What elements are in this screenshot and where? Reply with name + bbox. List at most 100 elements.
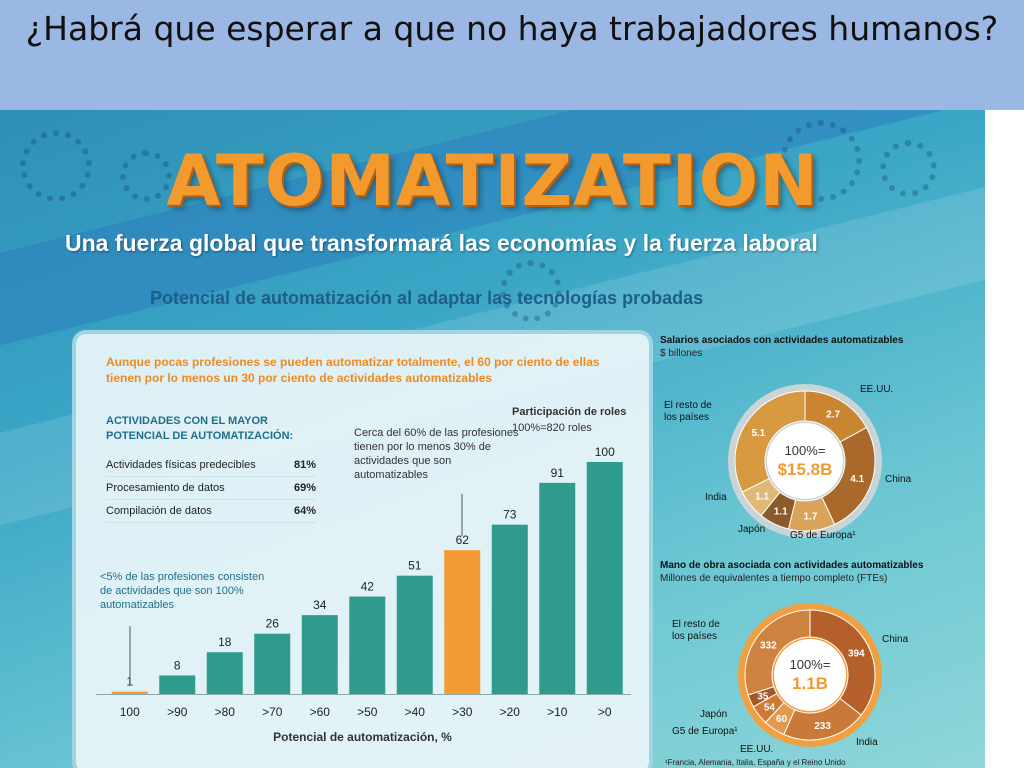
activity-label: Actividades físicas predecibles — [106, 459, 256, 471]
bar-value-label: 34 — [313, 598, 327, 612]
salarios-title: Salarios asociados con actividades autom… — [660, 335, 904, 346]
activity-row: Actividades físicas predecibles 81% — [106, 454, 316, 477]
salarios-label: G5 de Europa¹ — [790, 530, 856, 541]
salarios-block: Salarios asociados con actividades autom… — [660, 334, 980, 541]
bar — [349, 596, 386, 694]
bar-value-label: 91 — [551, 466, 565, 480]
mano-label: G5 de Europa¹ — [672, 726, 738, 737]
bar — [396, 575, 433, 694]
salarios-donut: 2.7 4.1 1.7 1.1 1.1 5.1 100%= $15.8B — [728, 384, 882, 538]
donut-center-label: 100%= — [790, 657, 831, 672]
bar — [206, 652, 243, 694]
mano-label: India — [856, 737, 878, 748]
slice-value-label: 2.7 — [826, 410, 840, 421]
gear-icon — [120, 150, 172, 202]
brand-title: ATOMATIZATION — [166, 140, 819, 222]
title-bar — [0, 0, 1024, 110]
bar-value-label: 42 — [361, 580, 375, 594]
x-tick-label: >70 — [262, 705, 283, 719]
slice-value-label: 1.1 — [755, 491, 769, 502]
salarios-unit: $ billones — [660, 348, 703, 359]
x-tick-label: >20 — [500, 705, 521, 719]
slice-value-label: 35 — [757, 692, 769, 703]
infographic-subheading: Potencial de automatización al adaptar l… — [150, 288, 704, 308]
activity-row: Compilación de datos 64% — [106, 500, 316, 523]
bar — [491, 524, 528, 694]
slice-value-label: 5.1 — [751, 428, 765, 439]
low-automation-note: <5% de las profesiones consisten de acti… — [100, 571, 265, 611]
slice-value-label: 1.7 — [804, 512, 818, 523]
bar — [539, 482, 576, 694]
slide-title: ¿Habrá que esperar a que no haya trabaja… — [25, 9, 999, 48]
donut-slice — [809, 609, 876, 716]
mano-label: EE.UU. — [740, 744, 774, 755]
donut-center — [767, 423, 843, 499]
mano-label: China — [882, 634, 909, 645]
x-tick-label: >90 — [167, 705, 188, 719]
activity-row: Procesamiento de datos 69% — [106, 477, 316, 500]
infographic-subtitle: Una fuerza global que transformará las e… — [65, 230, 818, 256]
bar-value-label: 62 — [456, 533, 470, 547]
bar-value-label: 100 — [595, 445, 615, 459]
bar-value-label: 8 — [174, 658, 181, 672]
mano-label: El resto de los países — [672, 619, 720, 642]
x-tick-label: >50 — [357, 705, 378, 719]
roles-title: Participación de roles — [512, 406, 627, 418]
slice-value-label: 54 — [764, 703, 776, 714]
donut-center-value: $15.8B — [778, 460, 833, 479]
donut-center-value: 1.1B — [792, 674, 828, 693]
infographic-image: ATOMATIZATION Una fuerza global que tran… — [0, 110, 985, 768]
mano-label: Japón — [700, 709, 728, 720]
x-tick-label: >80 — [215, 705, 236, 719]
bar — [159, 675, 196, 694]
salarios-label: Japón — [738, 524, 766, 535]
donut-center — [774, 639, 846, 711]
donut-slice — [744, 609, 811, 696]
intro-text: Aunque pocas profesiones se pueden autom… — [106, 355, 600, 385]
slice-value-label: 332 — [760, 641, 777, 652]
slice-value-label: 60 — [776, 714, 788, 725]
mano-block: Mano de obra asociada con actividades au… — [660, 559, 980, 755]
x-tick-label: >30 — [452, 705, 473, 719]
x-tick-label: >40 — [405, 705, 426, 719]
x-tick-label: 100 — [120, 705, 140, 719]
slice-value-label: 1.1 — [774, 506, 788, 517]
salarios-label: El resto de los países — [664, 400, 712, 423]
x-tick-label: >60 — [310, 705, 331, 719]
activities-heading: ACTIVIDADES CON EL MAYOR POTENCIAL DE AU… — [106, 415, 294, 442]
salarios-label: China — [885, 474, 912, 485]
gear-icon — [500, 260, 562, 322]
activity-label: Compilación de datos — [106, 505, 212, 517]
footnote: ¹Francia, Alemania, Italia, España y el … — [665, 758, 846, 767]
side-panel: Salarios asociados con actividades autom… — [660, 334, 980, 768]
donut-center-label: 100%= — [785, 443, 826, 458]
roles-subtitle: 100%=820 roles — [512, 422, 592, 434]
salarios-label: EE.UU. — [860, 384, 894, 395]
activity-pct: 69% — [293, 482, 316, 494]
activity-pct: 81% — [293, 459, 316, 471]
x-axis-label: Potencial de automatización, % — [273, 730, 452, 744]
bar-value-label: 51 — [408, 559, 422, 573]
bar-value-label: 18 — [218, 635, 232, 649]
activities-box: ACTIVIDADES CON EL MAYOR POTENCIAL DE AU… — [106, 414, 316, 523]
bar — [254, 633, 291, 694]
right-margin — [985, 110, 1024, 768]
salarios-label: India — [705, 492, 727, 503]
activity-label: Procesamiento de datos — [106, 482, 225, 494]
bar-chart: 1 100 8 >90 18 >80 26 >70 34 >60 42 >50 51 >40 62 >30 73… — [96, 445, 631, 719]
activity-pct: 64% — [293, 505, 316, 517]
gear-icon — [20, 130, 92, 202]
gear-icon — [780, 120, 862, 202]
gear-icon — [880, 140, 937, 197]
mano-title: Mano de obra asociada con actividades au… — [660, 560, 924, 571]
x-tick-label: >0 — [598, 705, 612, 719]
bar — [111, 691, 148, 694]
x-tick-label: >10 — [547, 705, 568, 719]
slice-value-label: 233 — [814, 721, 831, 732]
cerca-note: Cerca del 60% de las profesiones tienen … — [354, 427, 519, 481]
bar — [301, 615, 338, 694]
bar-value-label: 26 — [266, 617, 280, 631]
bar-chart-panel: Aunque pocas profesiones se pueden autom… — [72, 330, 653, 768]
bar — [444, 550, 481, 694]
